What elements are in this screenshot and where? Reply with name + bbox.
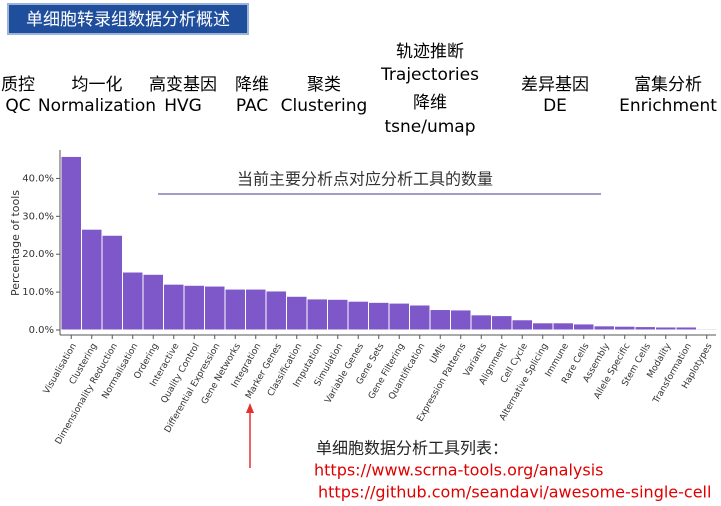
y-axis-label: Percentage of tools <box>9 190 22 296</box>
bar <box>409 304 431 331</box>
bar <box>306 298 328 331</box>
chart: 当前主要分析点对应分析工具的数量 Percentage of tools 0.0… <box>9 150 718 446</box>
y-tick-label: 40.0% <box>22 173 54 184</box>
link[interactable]: https://github.com/seandavi/awesome-sing… <box>318 483 711 502</box>
bar <box>470 314 492 331</box>
bar <box>224 288 246 331</box>
bar <box>634 326 656 331</box>
bar <box>675 326 697 331</box>
link[interactable]: https://www.scrna-tools.org/analysis <box>314 461 604 480</box>
bar <box>183 284 205 331</box>
step-label: Enrichment <box>619 96 717 116</box>
bar <box>204 285 226 331</box>
y-tick-label: 20.0% <box>22 249 54 260</box>
bar <box>286 295 308 331</box>
step-label: HVG <box>164 96 202 116</box>
bar <box>101 234 123 331</box>
step-label: 均一化 <box>72 75 123 95</box>
step-label: Trajectories <box>380 65 479 85</box>
step-label: tsne/umap <box>384 117 475 137</box>
step-label: 富集分析 <box>634 75 702 95</box>
bar <box>388 302 410 331</box>
step-label: PAC <box>236 96 268 116</box>
x-tick-label: Visualisation <box>42 342 79 396</box>
step-label: 降维 <box>413 93 447 113</box>
bar <box>696 328 718 331</box>
bar <box>245 288 267 331</box>
step-label: 聚类 <box>307 75 341 95</box>
bar <box>532 322 554 331</box>
bar <box>60 155 82 331</box>
bar <box>655 326 677 331</box>
step-label: 降维 <box>235 75 269 95</box>
step-label: 差异基因 <box>521 75 589 95</box>
bar <box>81 228 103 331</box>
bar <box>163 283 185 331</box>
bar <box>552 322 574 331</box>
bar <box>573 323 595 331</box>
chart-title: 当前主要分析点对应分析工具的数量 <box>237 170 493 189</box>
bar <box>327 298 349 331</box>
bar <box>450 309 472 331</box>
slide-title: 单细胞转录组数据分析概述 <box>26 10 230 30</box>
bar <box>511 319 533 331</box>
step-label: DE <box>543 96 567 116</box>
steps: 质控QC均一化Normalization高变基因HVG降维PAC聚类Cluste… <box>1 42 717 137</box>
step-label: Clustering <box>281 96 368 116</box>
y-tick-label: 10.0% <box>22 287 54 298</box>
step-label: QC <box>5 96 30 116</box>
bar <box>429 309 451 331</box>
title-box <box>7 3 249 35</box>
bar <box>265 290 287 331</box>
notes-heading: 单细胞数据分析工具列表： <box>316 439 508 458</box>
bar <box>347 300 369 331</box>
x-tick-label: UMIs <box>429 341 449 365</box>
step-label: Normalization <box>38 96 156 116</box>
bar <box>491 315 513 331</box>
step-label: 质控 <box>1 75 35 95</box>
bar <box>593 325 615 331</box>
bar <box>614 325 636 331</box>
arrow-head <box>246 403 254 413</box>
step-label: 高变基因 <box>149 75 217 95</box>
bar <box>142 273 164 331</box>
bar <box>368 301 390 331</box>
y-tick-label: 0.0% <box>29 325 54 336</box>
bar <box>122 271 144 331</box>
step-label: 轨迹推断 <box>396 42 464 62</box>
y-tick-label: 30.0% <box>22 211 54 222</box>
